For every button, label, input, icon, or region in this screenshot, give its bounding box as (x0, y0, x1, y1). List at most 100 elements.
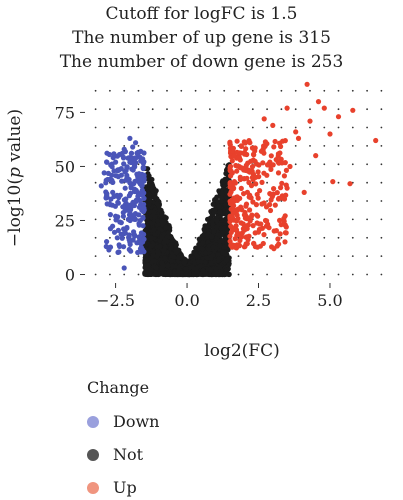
point-not (208, 233, 215, 240)
point-up (287, 163, 293, 170)
point-not (144, 214, 150, 221)
point-up (261, 116, 267, 122)
point-not (146, 201, 152, 207)
point-down (141, 231, 147, 237)
point-down (121, 161, 127, 167)
point-down (117, 243, 123, 249)
grid-dot (337, 181, 340, 184)
point-not (217, 232, 223, 238)
point-up (282, 160, 288, 166)
grid-dot (337, 255, 340, 257)
point-up (271, 186, 277, 192)
grid-dot (266, 255, 268, 257)
y-tick-label: 75 (55, 103, 75, 122)
grid-dot (137, 126, 140, 129)
point-down (127, 190, 134, 196)
grid-dot (266, 89, 268, 92)
point-down (118, 172, 124, 178)
point-up (277, 217, 283, 223)
point-down (121, 265, 127, 271)
grid-dot (366, 255, 368, 257)
point-not (217, 209, 223, 215)
point-not (163, 224, 169, 231)
point-up (274, 190, 280, 196)
point-up (228, 173, 234, 179)
point-down (138, 158, 144, 164)
legend-label-down: Down (113, 412, 160, 431)
point-not (146, 182, 152, 188)
point-down (133, 160, 139, 166)
point-up (249, 164, 256, 170)
axes: −2.5 0.0 2.5 5.0 0 25 50 75 (55, 103, 343, 310)
point-down (135, 193, 141, 199)
point-up (264, 218, 270, 224)
point-down (108, 196, 114, 202)
point-up (284, 185, 290, 191)
grid-dot (209, 163, 211, 166)
point-not (202, 250, 208, 256)
point-down (116, 249, 122, 255)
point-not (175, 255, 181, 261)
grid-dot (323, 126, 326, 129)
grid-dot (323, 236, 326, 239)
point-down (104, 194, 110, 200)
legend-dot-up (87, 482, 99, 494)
point-down (133, 140, 139, 146)
point-not (200, 240, 206, 246)
point-not (151, 227, 157, 233)
point-down (122, 185, 128, 191)
grid-dot (323, 163, 326, 166)
grid-dot (380, 273, 383, 276)
grid-dot (180, 163, 183, 166)
grid-dot (337, 108, 340, 111)
point-not (173, 249, 179, 255)
grid-dot (294, 236, 297, 239)
grid-dot (237, 181, 240, 184)
grid-dot (366, 163, 368, 166)
point-down (103, 243, 109, 250)
point-up (247, 140, 253, 146)
grid-dot (309, 108, 311, 111)
point-not (196, 242, 202, 248)
grid-dot (323, 89, 326, 92)
point-up (241, 167, 247, 173)
point-not (210, 201, 216, 207)
point-down (125, 216, 131, 222)
grid-dot (309, 236, 311, 239)
grid-dot (266, 273, 268, 276)
grid-dot (123, 126, 126, 129)
grid-dot (151, 108, 154, 111)
grid-dot (266, 181, 268, 184)
point-up (373, 137, 379, 144)
point-up (257, 243, 263, 249)
grid-dot (194, 200, 197, 202)
point-down (136, 204, 142, 210)
point-not (223, 170, 229, 177)
grid-dot (380, 236, 383, 239)
grid-dot (180, 108, 183, 111)
point-not (153, 271, 159, 277)
grid-dot (251, 89, 254, 92)
grid-dot (223, 108, 226, 111)
point-up (283, 230, 289, 236)
grid-dot (309, 126, 311, 129)
point-up (301, 189, 307, 195)
grid-dot (309, 273, 311, 276)
grid-dot (94, 89, 97, 92)
point-up (252, 158, 258, 164)
point-not (219, 191, 225, 197)
point-not (214, 270, 220, 276)
point-not (205, 216, 211, 222)
grid-dot (251, 255, 254, 257)
point-up (267, 159, 273, 165)
grid-dot (180, 89, 183, 92)
point-up (235, 216, 241, 222)
point-not (192, 260, 198, 266)
grid-dot (166, 126, 168, 129)
grid-dot (309, 255, 311, 257)
point-down (141, 201, 147, 207)
point-not (218, 198, 224, 204)
grid-dot (166, 145, 168, 147)
point-down (115, 200, 121, 206)
grid-dot (109, 126, 111, 129)
